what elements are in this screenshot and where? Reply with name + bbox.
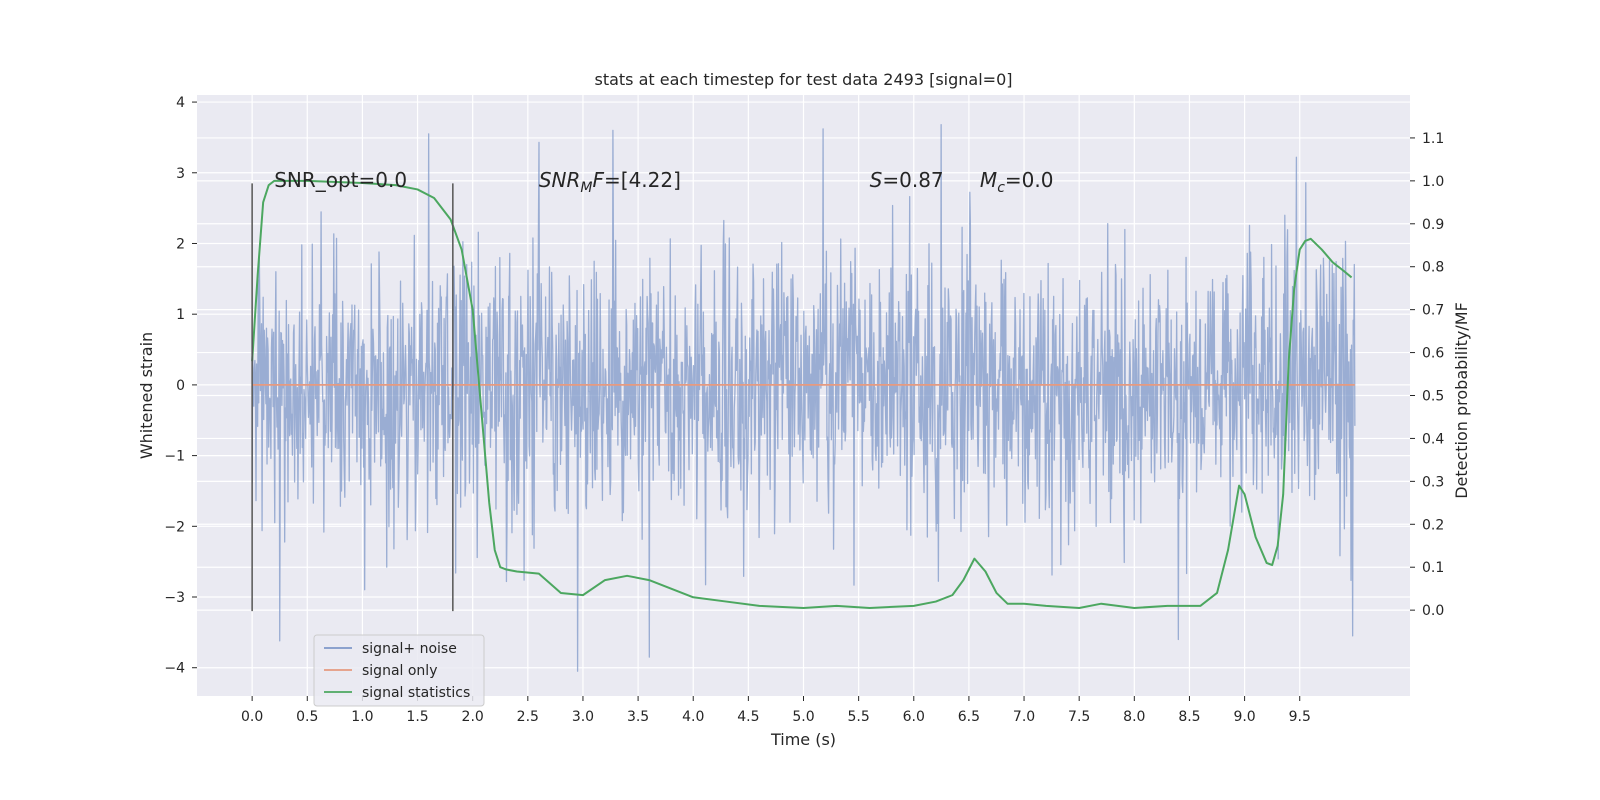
x-tick-label: 2.0 — [462, 709, 484, 725]
x-tick-label: 4.0 — [682, 709, 704, 725]
y2-tick-label: 0.2 — [1422, 517, 1444, 533]
x-tick-label: 8.5 — [1178, 709, 1200, 725]
x-tick-label: 1.0 — [351, 709, 373, 725]
y2-tick-label: 0.4 — [1422, 431, 1444, 447]
y2-tick-label: 0.3 — [1422, 474, 1444, 490]
x-tick-label: 0.5 — [296, 709, 318, 725]
x-tick-label: 9.5 — [1289, 709, 1311, 725]
annotation-text: SNRMF=[4.22] — [539, 168, 681, 196]
series-signal-statistics-line — [251, 179, 1353, 609]
series-signal-noise-line — [251, 124, 1356, 672]
x-tick-label: 8.0 — [1123, 709, 1145, 725]
x-axis-label: Time (s) — [770, 730, 836, 749]
legend-label: signal+ noise — [362, 641, 457, 657]
y2-tick-label: 0.0 — [1422, 603, 1444, 619]
legend-label: signal only — [362, 663, 437, 679]
data-layer — [251, 124, 1356, 672]
y2-tick-label: 1.1 — [1422, 131, 1444, 147]
y-tick-label: 3 — [176, 166, 185, 182]
x-tick-label: 0.0 — [241, 709, 263, 725]
y2-tick-label: 1.0 — [1422, 174, 1444, 190]
annotations: SNR_opt=0.0 SNRMF=[4.22] S=0.87 Mc=0.0 — [274, 168, 1053, 196]
x-tick-label: 5.5 — [848, 709, 870, 725]
annotation-text: SNR_opt=0.0 — [274, 168, 407, 192]
x-tick-label: 1.5 — [406, 709, 428, 725]
axes: 0.0 0.5 1.0 1.5 2.0 2.5 3.0 3.5 4.0 4.5 5.0 5.5 6.0 6… — [164, 95, 1444, 725]
annotation-text: Mc=0.0 — [980, 168, 1054, 196]
legend: signal+ noise signal only signal statistic… — [313, 634, 485, 707]
y2-tick-label: 0.7 — [1422, 303, 1444, 319]
y-tick-label: −3 — [164, 590, 185, 606]
y-tick-label: 1 — [176, 307, 185, 323]
legend-label: signal statistics — [362, 685, 470, 701]
x-tick-label: 2.5 — [517, 709, 539, 725]
y-tick-label: −2 — [164, 519, 185, 535]
y2-tick-label: 0.5 — [1422, 389, 1444, 405]
x-tick-label: 3.5 — [627, 709, 649, 725]
annotation-text: S=0.87 — [870, 168, 944, 192]
x-tick-label: 7.0 — [1013, 709, 1035, 725]
x-tick-label: 3.0 — [572, 709, 594, 725]
y2-tick-label: 0.8 — [1422, 260, 1444, 276]
x-tick-label: 4.5 — [737, 709, 759, 725]
x-tick-label: 6.5 — [958, 709, 980, 725]
y2-tick-label: 0.9 — [1422, 217, 1444, 233]
legend-box — [313, 634, 485, 707]
chart-title: stats at each timestep for test data 249… — [594, 70, 1012, 89]
y-tick-label: 0 — [176, 378, 185, 394]
x-tick-label: 6.0 — [903, 709, 925, 725]
y-tick-label: 4 — [176, 95, 185, 111]
y-tick-label: −1 — [164, 449, 185, 465]
x-tick-label: 9.0 — [1233, 709, 1255, 725]
y-tick-label: −4 — [164, 661, 185, 677]
y-tick-label: 2 — [176, 236, 185, 252]
y2-tick-label: 0.6 — [1422, 346, 1444, 362]
x-tick-label: 5.0 — [792, 709, 814, 725]
y-axis-label: Whitened strain — [137, 332, 156, 459]
x-tick-label: 7.5 — [1068, 709, 1090, 725]
y2-axis-label: Detection probability/MF — [1452, 302, 1471, 499]
y2-tick-label: 0.1 — [1422, 560, 1444, 576]
